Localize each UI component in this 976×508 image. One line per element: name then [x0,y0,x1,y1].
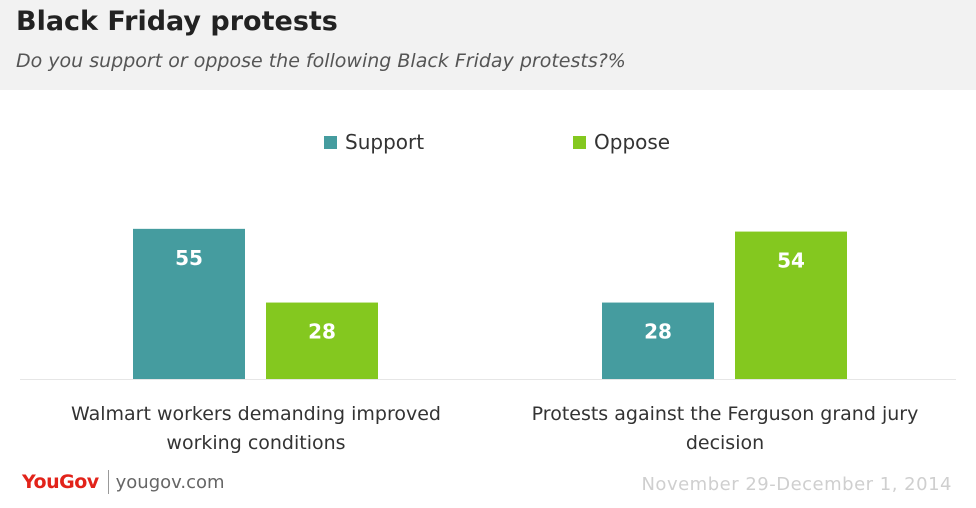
category-label-walmart: Walmart workers demanding improved worki… [71,403,441,454]
survey-date: November 29-December 1, 2014 [641,474,952,495]
legend-swatch-support [324,135,337,149]
chart-subtitle: Do you support or oppose the following B… [16,50,626,72]
data-label-oppose-0: 28 [308,320,336,344]
yougov-logo: YouGov [22,471,99,493]
legend-item-support: Support [324,130,424,154]
data-label-oppose-1: 54 [777,249,805,273]
chart-header: Black Friday protests Do you support or … [0,0,976,90]
logo-divider [107,470,109,494]
chart-title: Black Friday protests [16,6,338,37]
data-label-support-0: 55 [175,246,203,270]
legend-swatch-oppose [573,135,586,149]
bar-oppose-1 [735,231,847,379]
footer-branding: YouGov yougov.com [22,470,225,494]
bar-support-0 [133,228,245,379]
bar-support-1 [602,302,714,379]
bar-oppose-0 [266,302,378,379]
legend-label-oppose: Oppose [594,130,671,154]
legend-item-oppose: Oppose [573,130,670,154]
legend-label-support: Support [345,130,425,154]
chart-legend: Support Oppose [0,130,976,156]
category-label-ferguson: Protests against the Ferguson grand jury… [531,403,919,454]
site-url: yougov.com [115,471,225,493]
data-label-support-1: 28 [644,320,672,344]
